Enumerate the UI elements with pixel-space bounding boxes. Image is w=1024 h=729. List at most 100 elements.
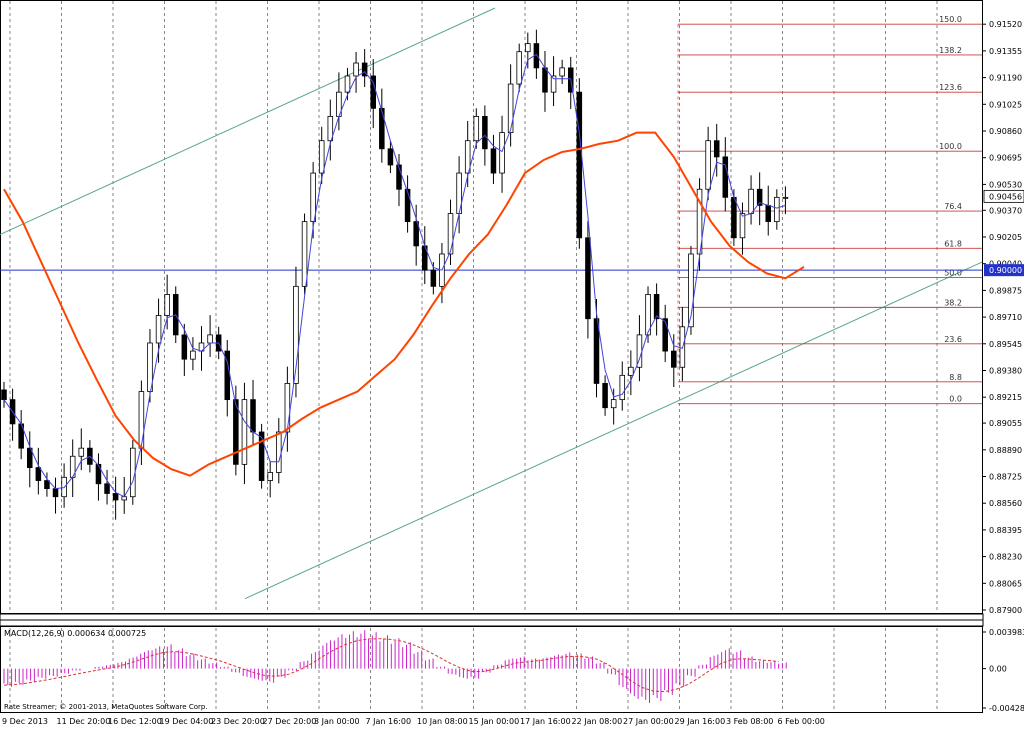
candle-body xyxy=(576,91,583,239)
price-tick-label: 0.88725 xyxy=(989,472,1022,481)
time-tick-label: 27 Jan 00:00 xyxy=(623,717,674,726)
current-price-label: 0.90456 xyxy=(989,192,1022,201)
price-tick-label: 0.91190 xyxy=(989,74,1022,83)
macd-tick-label: 0.003983 xyxy=(989,628,1024,637)
time-tick-label: 15 Jan 00:00 xyxy=(469,717,520,726)
candle-body xyxy=(396,164,402,190)
moving-averages xyxy=(3,53,805,498)
price-tick-label: 0.91520 xyxy=(989,20,1022,29)
time-tick-label: 29 Jan 16:00 xyxy=(675,717,726,726)
price-tick-label: 0.88065 xyxy=(989,579,1022,588)
time-tick-label: 19 Dec 04:00 xyxy=(160,717,214,726)
macd-tick-label: 0.00 xyxy=(989,665,1007,674)
candle-body xyxy=(731,196,737,239)
candle-body xyxy=(250,399,256,433)
candle-body xyxy=(293,285,299,384)
candle-body xyxy=(155,315,162,344)
copyright-text: Rate Streamer; © 2001-2013, MetaQuotes S… xyxy=(4,703,208,711)
price-tick-label: 0.88560 xyxy=(989,499,1022,508)
candle-body xyxy=(550,75,557,93)
price-axis: 0.91520 0.91355 0.91190 0.91025 0.90860 0.906… xyxy=(982,20,1024,615)
time-tick-label: 7 Jan 16:00 xyxy=(366,717,412,726)
candle-body xyxy=(284,383,291,433)
candle-body xyxy=(507,83,514,134)
candle-body xyxy=(645,294,651,336)
fib-level-label: 50.0 xyxy=(944,268,962,277)
trend-channel xyxy=(0,7,983,600)
candle-body xyxy=(370,75,377,109)
fib-level-label: 0.0 xyxy=(949,395,962,404)
level-price-label: 0.90000 xyxy=(989,266,1022,275)
price-tick-label: 0.91025 xyxy=(989,100,1022,109)
candle-body xyxy=(688,253,694,328)
candle-body xyxy=(482,116,488,150)
candle-body xyxy=(379,107,385,150)
candle-body xyxy=(130,447,136,498)
candle-body xyxy=(276,431,282,473)
price-tick-label: 0.88230 xyxy=(989,553,1022,562)
grid-lines xyxy=(9,1,938,711)
candle-body xyxy=(593,318,600,384)
candle-body xyxy=(662,318,668,352)
candle-body xyxy=(739,213,746,239)
time-tick-label: 27 Dec 20:00 xyxy=(263,717,317,726)
level-price-box xyxy=(984,264,1024,277)
candle-body xyxy=(318,140,325,174)
candle-body xyxy=(267,472,273,481)
price-tick-label: 0.88890 xyxy=(989,446,1022,455)
macd-tick-label: -0.004284 xyxy=(989,704,1024,713)
candle-body xyxy=(559,67,565,77)
candle-body xyxy=(542,67,548,93)
candle-body xyxy=(413,221,419,247)
candle-body xyxy=(104,483,110,494)
candle-body xyxy=(112,493,119,501)
price-tick-label: 0.90205 xyxy=(989,233,1022,242)
fib-level-label: 100.0 xyxy=(939,142,962,151)
candle-body xyxy=(782,196,789,199)
time-tick-label: 6 Feb 00:00 xyxy=(778,717,825,726)
price-tick-label: 0.90695 xyxy=(989,154,1022,163)
time-tick-label: 16 Dec 12:00 xyxy=(108,717,162,726)
candle-body xyxy=(164,294,170,316)
price-tick-label: 0.89380 xyxy=(989,366,1022,375)
candle-body xyxy=(722,156,729,198)
candle-body xyxy=(585,237,591,320)
candle-body xyxy=(233,399,239,465)
macd-label: MACD(12,26,9) 0.000634 0.000725 xyxy=(4,629,146,638)
candle-body xyxy=(756,188,763,206)
candle-body xyxy=(301,221,308,287)
macd-signal-line xyxy=(3,638,779,693)
time-tick-label: 3 Feb 08:00 xyxy=(726,717,773,726)
price-tick-label: 0.89215 xyxy=(989,393,1022,402)
candle-body xyxy=(327,116,334,142)
candle-body xyxy=(653,294,660,320)
candle-body xyxy=(516,51,522,85)
candle-body xyxy=(241,399,248,465)
candle-body xyxy=(190,350,196,360)
candle-body xyxy=(525,43,531,53)
fib-level-label: 76.4 xyxy=(944,202,962,211)
candle-body xyxy=(258,431,265,481)
candle-body xyxy=(430,269,437,287)
price-tick-label: 0.89545 xyxy=(989,340,1022,349)
time-tick-label: 10 Jan 08:00 xyxy=(417,717,468,726)
slow-ma-line xyxy=(3,131,805,477)
fibonacci-retracement: 150.0 138.2 123.6 100.0 76.4 61.8 50.0 38.2 23.6… xyxy=(677,15,982,405)
candle-body xyxy=(619,374,626,401)
candle-body xyxy=(1,389,7,401)
fib-level-label: 8.8 xyxy=(949,373,962,382)
candle-body xyxy=(78,447,85,457)
fib-level-label: 61.8 xyxy=(944,239,962,248)
price-tick-label: 0.88395 xyxy=(989,526,1022,535)
candle-body xyxy=(361,62,368,77)
price-tick-label: 0.90370 xyxy=(989,206,1022,215)
candle-body xyxy=(464,140,471,174)
candle-body xyxy=(26,447,33,468)
price-tick-label: 0.90530 xyxy=(989,180,1022,189)
channel-upper-line xyxy=(0,7,496,236)
candle-body xyxy=(671,350,677,368)
time-tick-label: 3 Jan 00:00 xyxy=(314,717,360,726)
candle-body xyxy=(138,391,145,449)
